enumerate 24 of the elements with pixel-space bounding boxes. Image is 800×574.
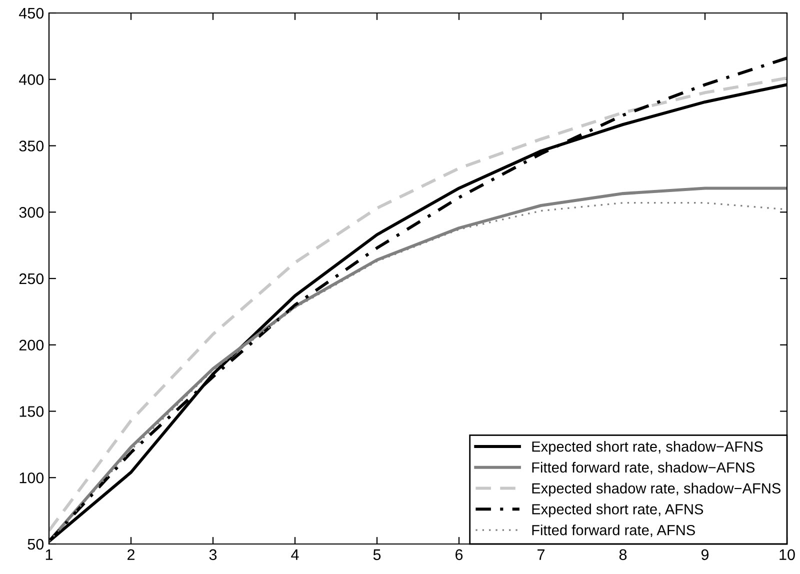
x-tick-label: 10	[780, 549, 795, 560]
y-tick-label: 200	[19, 340, 44, 351]
y-tick-label: 100	[20, 472, 44, 484]
legend-label: Expected shadow rate, shadow−AFNS	[532, 482, 781, 496]
y-tick-label: 300	[19, 206, 44, 218]
y-tick-label: 450	[19, 8, 44, 19]
x-tick-label: 3	[209, 549, 217, 560]
y-tick-label: 150	[20, 406, 44, 417]
x-tick-label: 5	[373, 549, 381, 560]
y-tick-label: 400	[19, 74, 44, 86]
x-tick-label: 1	[46, 549, 53, 560]
x-tick-label: 8	[619, 549, 627, 560]
x-tick-label: 7	[538, 549, 544, 560]
y-tick-label: 250	[19, 273, 44, 284]
y-tick-label: 50	[28, 538, 44, 550]
legend-label: Expected short rate, shadow−AFNS	[532, 441, 763, 455]
legend-label: Fitted forward rate, shadow−AFNS	[532, 462, 755, 474]
x-tick-label: 6	[456, 549, 463, 560]
x-tick-label: 2	[128, 549, 134, 560]
x-tick-label: 9	[701, 549, 709, 560]
x-tick-label: 4	[291, 549, 299, 560]
y-tick-label: 350	[19, 140, 44, 152]
legend-label: Fitted forward rate, AFNS	[532, 524, 695, 538]
legend-label: Expected short rate, AFNS	[532, 504, 704, 518]
